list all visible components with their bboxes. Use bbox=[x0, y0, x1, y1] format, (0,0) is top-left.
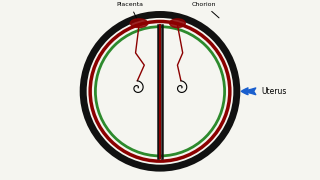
Text: Chorion: Chorion bbox=[191, 2, 219, 18]
Ellipse shape bbox=[130, 19, 148, 28]
Text: Uterus: Uterus bbox=[241, 87, 287, 96]
Ellipse shape bbox=[170, 19, 185, 28]
Text: Placenta: Placenta bbox=[116, 2, 143, 21]
